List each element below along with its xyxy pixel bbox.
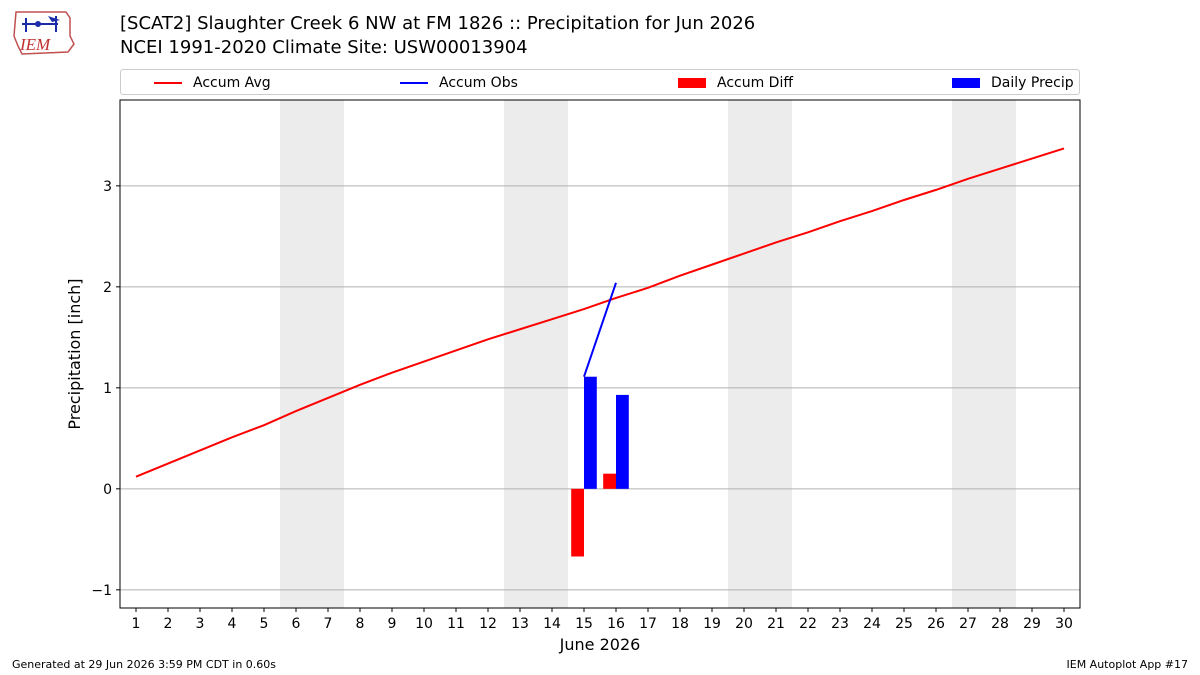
legend-swatch-accum-obs (400, 82, 428, 84)
daily-precip-bar (616, 394, 629, 489)
iem-logo: IEM (13, 11, 75, 55)
x-tick-label: 24 (863, 616, 881, 632)
footer-generated-text: Generated at 29 Jun 2026 3:59 PM CDT in … (12, 658, 277, 671)
y-tick-label: −1 (91, 583, 112, 599)
x-tick-label: 15 (575, 616, 593, 632)
legend-item-accum-avg: Accum Avg (154, 73, 271, 93)
legend-swatch-accum-diff (678, 78, 706, 88)
chart-title: [SCAT2] Slaughter Creek 6 NW at FM 1826 … (120, 13, 756, 34)
x-tick-label: 1 (132, 616, 141, 632)
x-tick-label: 29 (1023, 616, 1041, 632)
weekend-shade-2 (728, 100, 792, 608)
x-tick-label: 7 (324, 616, 333, 632)
x-tick-label: 12 (479, 616, 497, 632)
x-tick-label: 14 (543, 616, 561, 632)
x-tick-label: 25 (895, 616, 913, 632)
y-tick-label: 3 (103, 179, 112, 195)
x-tick-label: 27 (959, 616, 977, 632)
x-tick-label: 19 (703, 616, 721, 632)
plot-frame (119, 99, 1081, 609)
legend-label-accum-obs: Accum Obs (439, 75, 518, 91)
x-tick-label: 20 (735, 616, 753, 632)
y-axis-label: Precipitation [inch] (65, 278, 84, 429)
x-tick-label: 5 (260, 616, 269, 632)
x-tick-label: 3 (196, 616, 205, 632)
x-tick-label: 6 (292, 616, 301, 632)
x-tick-label: 13 (511, 616, 529, 632)
x-tick-label: 2 (164, 616, 173, 632)
chart-subtitle: NCEI 1991-2020 Climate Site: USW00013904 (120, 37, 528, 58)
accum-diff-bar (603, 473, 616, 489)
y-tick-label: 2 (103, 280, 112, 296)
x-tick-label: 23 (831, 616, 849, 632)
x-tick-label: 26 (927, 616, 945, 632)
x-tick-label: 28 (991, 616, 1009, 632)
x-tick-label: 21 (767, 616, 785, 632)
legend-item-accum-diff: Accum Diff (678, 73, 793, 93)
legend-label-daily-precip: Daily Precip (991, 75, 1074, 91)
daily-precip-bar (584, 376, 597, 489)
x-tick-label: 16 (607, 616, 625, 632)
footer-app-label: IEM Autoplot App #17 (1066, 658, 1189, 671)
x-tick-label: 22 (799, 616, 817, 632)
x-tick-label: 8 (356, 616, 365, 632)
weekend-shade-0 (280, 100, 344, 608)
y-tick-label: 1 (103, 381, 112, 397)
weekend-shade-1 (504, 100, 568, 608)
legend-item-daily-precip: Daily Precip (952, 73, 1074, 93)
legend-label-accum-avg: Accum Avg (193, 75, 271, 91)
legend-label-accum-diff: Accum Diff (717, 75, 794, 91)
x-tick-label: 17 (639, 616, 657, 632)
logo-text: IEM (19, 35, 51, 54)
legend-swatch-accum-avg (154, 82, 182, 84)
legend-swatch-daily-precip (952, 78, 980, 88)
x-tick-label: 18 (671, 616, 689, 632)
x-tick-label: 30 (1055, 616, 1073, 632)
accum-avg-line (135, 147, 1065, 478)
x-tick-label: 9 (388, 616, 397, 632)
legend-item-accum-obs: Accum Obs (400, 73, 518, 93)
y-tick-label: 0 (103, 482, 112, 498)
x-tick-label: 11 (447, 616, 465, 632)
x-axis-label: June 2026 (559, 635, 641, 654)
legend: Accum Avg Accum Obs Accum Diff Daily Pre… (120, 69, 1080, 95)
x-tick-label: 10 (415, 616, 433, 632)
accum-obs-line (583, 282, 617, 378)
weekend-shade-3 (952, 100, 1016, 608)
accum-diff-bar (571, 488, 584, 557)
x-tick-label: 4 (228, 616, 237, 632)
